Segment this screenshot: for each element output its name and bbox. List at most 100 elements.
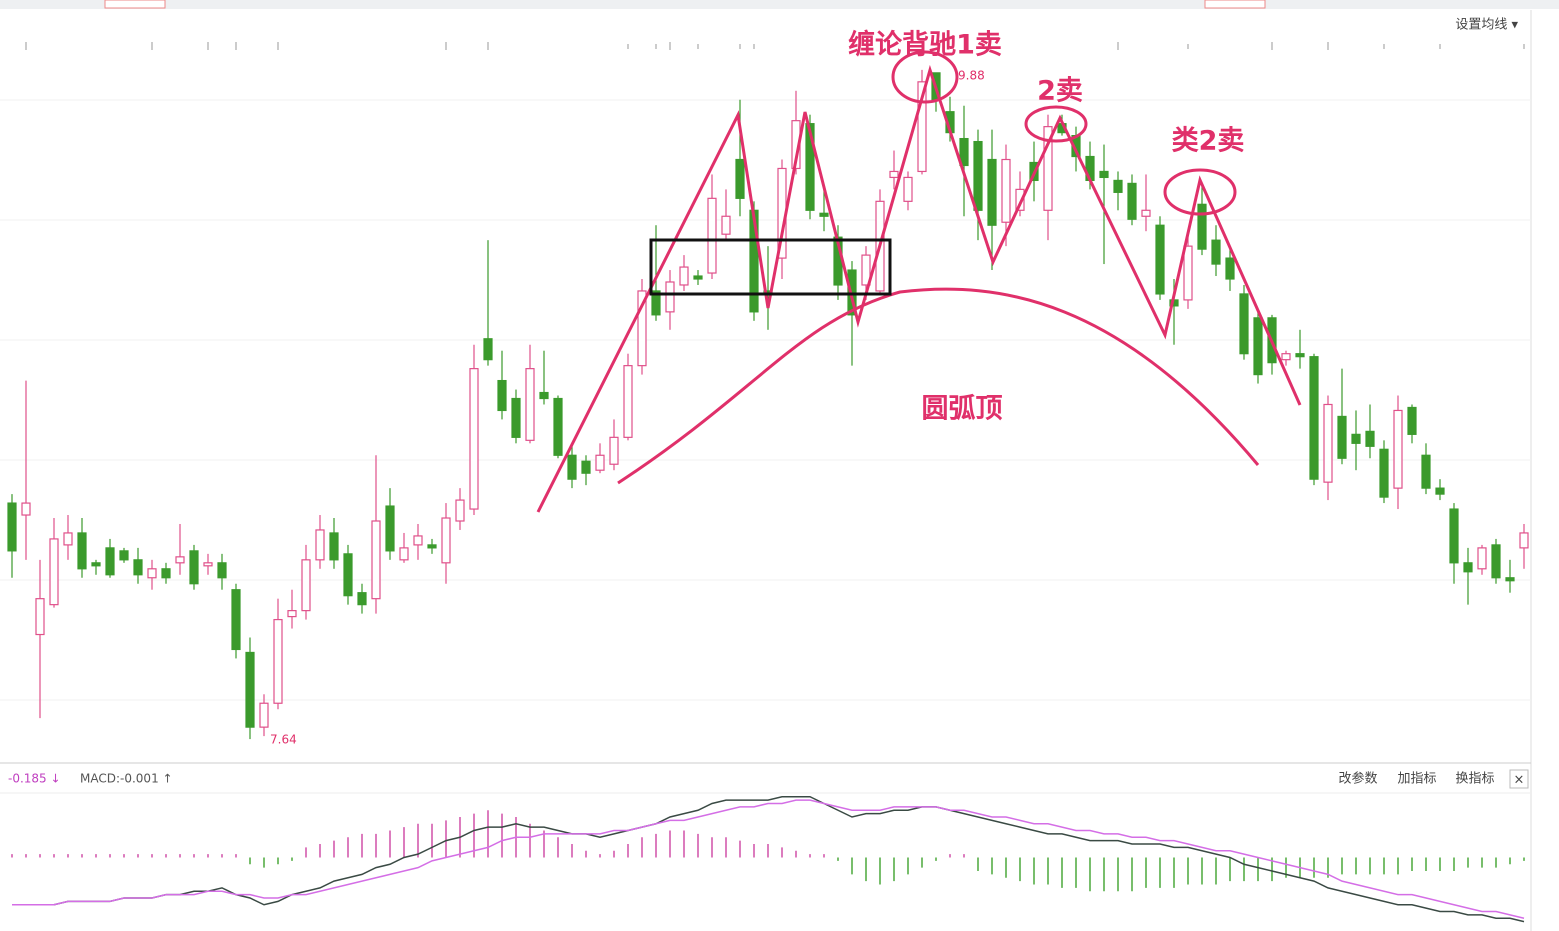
candle-body bbox=[679, 266, 689, 286]
candle-body bbox=[721, 215, 731, 235]
candle-body bbox=[553, 397, 563, 456]
candle-body bbox=[1197, 203, 1207, 250]
candle-body bbox=[1309, 356, 1319, 480]
candle-body bbox=[595, 454, 605, 471]
candle-body bbox=[413, 535, 423, 546]
candle-body bbox=[441, 517, 451, 564]
circle-mark bbox=[891, 50, 959, 104]
candle-body bbox=[1043, 126, 1053, 211]
candle-body bbox=[1505, 577, 1515, 582]
candle-body bbox=[105, 547, 115, 576]
candle-body bbox=[735, 158, 745, 199]
candle-body bbox=[35, 598, 45, 636]
candle-body bbox=[1519, 532, 1529, 549]
candle-body bbox=[1141, 209, 1151, 217]
annotation: 2卖 bbox=[1037, 76, 1083, 107]
candle-body bbox=[623, 365, 633, 438]
candle-body bbox=[1351, 433, 1361, 444]
candle-body bbox=[231, 589, 241, 651]
candle-body bbox=[63, 532, 73, 546]
candle-body bbox=[1393, 409, 1403, 489]
candle-body bbox=[1253, 317, 1263, 376]
candle-body bbox=[1127, 182, 1137, 220]
candle-body bbox=[497, 379, 507, 412]
candle-body bbox=[1099, 170, 1109, 179]
candle-body bbox=[1015, 188, 1025, 211]
candle-body bbox=[203, 562, 213, 567]
candle-body bbox=[1449, 508, 1459, 564]
candle-body bbox=[259, 702, 269, 728]
readout: MACD:-0.001 ↑ bbox=[80, 772, 173, 786]
candle-body bbox=[1295, 353, 1305, 358]
candle-body bbox=[1225, 257, 1235, 280]
candle-body bbox=[1337, 415, 1347, 459]
candle-body bbox=[1281, 353, 1291, 361]
candle-body bbox=[1239, 293, 1249, 355]
candle-body bbox=[511, 397, 521, 438]
button[interactable]: 加指标 bbox=[1397, 772, 1436, 787]
round-top-arc bbox=[617, 287, 1260, 485]
button[interactable]: 改参数 bbox=[1338, 771, 1377, 787]
candle-body bbox=[637, 290, 647, 367]
candle-body bbox=[91, 562, 101, 567]
candle-body bbox=[161, 568, 171, 579]
candle-body bbox=[119, 550, 129, 561]
tab[interactable] bbox=[104, 0, 166, 9]
candle-body bbox=[1323, 403, 1333, 483]
macd bbox=[11, 796, 1525, 923]
readout: -0.185 ↓ bbox=[8, 772, 61, 786]
candles bbox=[7, 69, 1529, 740]
candle-body bbox=[917, 81, 927, 173]
candle-body bbox=[567, 454, 577, 480]
button[interactable]: 换指标 bbox=[1455, 772, 1494, 787]
candle-body bbox=[903, 176, 913, 202]
candle-body bbox=[609, 436, 619, 465]
candle-body bbox=[1001, 158, 1011, 223]
annotation: 类2卖 bbox=[1172, 126, 1245, 157]
candle-body bbox=[889, 170, 899, 179]
macd-line bbox=[12, 796, 1525, 923]
candle-body bbox=[707, 197, 717, 274]
candle-body bbox=[1211, 239, 1221, 265]
candle-body bbox=[1491, 544, 1501, 579]
candle-body bbox=[525, 368, 535, 441]
consolidation-box bbox=[649, 238, 892, 296]
candle-body bbox=[1365, 430, 1375, 447]
candle-body bbox=[1421, 454, 1431, 489]
candle-body bbox=[1183, 245, 1193, 301]
candle-body bbox=[959, 137, 969, 167]
candle-body bbox=[973, 140, 983, 211]
tab[interactable] bbox=[1204, 0, 1266, 9]
event-markers bbox=[25, 42, 1525, 50]
candle-body bbox=[987, 158, 997, 226]
low-label: 7.64 bbox=[270, 733, 297, 747]
candle-body bbox=[819, 212, 829, 217]
circle-mark bbox=[1024, 105, 1088, 143]
button[interactable]: × bbox=[1514, 773, 1525, 788]
candle-body bbox=[651, 290, 661, 316]
candle-body bbox=[329, 532, 339, 561]
zigzag-arrows bbox=[536, 64, 1302, 513]
candle-body bbox=[147, 568, 157, 579]
candle-body bbox=[539, 391, 549, 400]
close-box[interactable] bbox=[1509, 769, 1529, 789]
candle-body bbox=[581, 460, 591, 474]
candle-body bbox=[357, 592, 367, 606]
candle-body bbox=[133, 559, 143, 576]
high-label: 9.88 bbox=[958, 69, 985, 83]
candle-body bbox=[483, 338, 493, 361]
candle-body bbox=[21, 502, 31, 516]
candle-body bbox=[399, 547, 409, 561]
candle-body bbox=[287, 610, 297, 618]
candle-body bbox=[245, 651, 255, 728]
candle-body bbox=[1155, 224, 1165, 295]
annotation: 缠论背驰1卖 bbox=[848, 29, 1002, 61]
candle-body bbox=[385, 505, 395, 552]
candle-body bbox=[861, 254, 871, 286]
candle-body bbox=[1379, 448, 1389, 498]
candle-body bbox=[1113, 179, 1123, 193]
ma-setting[interactable]: 设置均线 ▾ bbox=[1455, 18, 1518, 33]
candle-body bbox=[217, 562, 227, 579]
